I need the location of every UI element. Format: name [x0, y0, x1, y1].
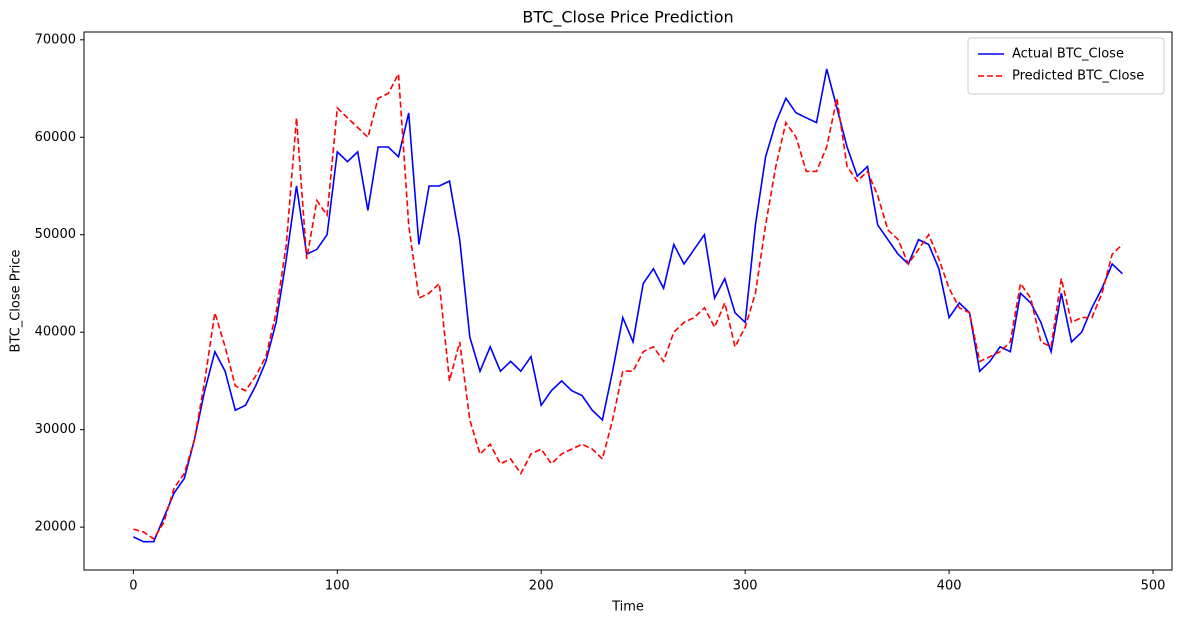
- x-tick-label: 0: [129, 579, 137, 594]
- y-tick-label: 20000: [35, 520, 76, 535]
- x-tick-label: 500: [1141, 579, 1166, 594]
- x-tick-label: 300: [733, 579, 758, 594]
- y-tick-label: 40000: [35, 325, 76, 340]
- y-tick-label: 60000: [35, 130, 76, 145]
- plot-frame: [83, 31, 1173, 571]
- y-tick-label: 30000: [35, 422, 76, 437]
- chart-title: BTC_Close Price Prediction: [522, 8, 733, 28]
- series-line: [133, 71, 1123, 540]
- y-tick-label: 50000: [35, 227, 76, 242]
- legend-box: [967, 37, 1165, 95]
- y-tick-label: 70000: [35, 32, 76, 47]
- x-tick-label: 100: [325, 579, 350, 594]
- y-axis-label: BTC_Close Price: [9, 250, 24, 353]
- x-tick-label: 400: [937, 579, 962, 594]
- legend-label: Actual BTC_Close: [1012, 47, 1124, 62]
- x-axis-label: Time: [611, 600, 644, 615]
- legend: Actual BTC_Close Predicted BTC_Close: [967, 37, 1165, 95]
- legend-label: Predicted BTC_Close: [1012, 69, 1144, 84]
- x-tick-label: 200: [529, 579, 554, 594]
- series-line: [133, 68, 1123, 543]
